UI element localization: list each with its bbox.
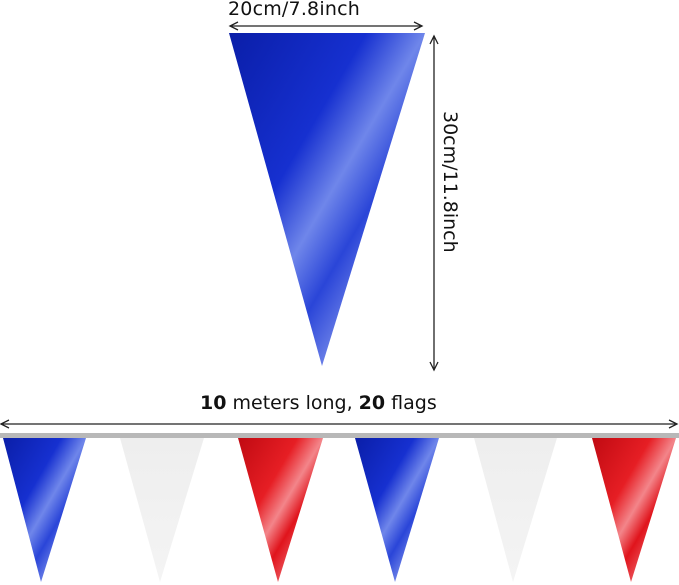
- meters-text: meters long,: [226, 392, 359, 414]
- height-arrow-icon: [429, 34, 439, 372]
- flag-red-2: [592, 438, 676, 582]
- large-blue-flag: [229, 33, 425, 366]
- flag-blue-2: [355, 438, 439, 582]
- length-label: 10 meters long, 20 flags: [200, 392, 437, 414]
- flag-blue-1: [3, 438, 86, 582]
- meters-value: 10: [200, 392, 227, 414]
- width-dimension-label: 20cm/7.8inch: [228, 0, 360, 20]
- flags-value: 20: [358, 392, 386, 414]
- flags-text: flags: [385, 392, 437, 414]
- flag-white-1: [120, 438, 204, 582]
- bunting-string: [0, 433, 679, 438]
- width-arrow-icon: [228, 21, 424, 31]
- flag-white-2: [474, 438, 557, 582]
- flag-red-1: [238, 438, 323, 582]
- length-arrow-icon: [0, 419, 679, 429]
- height-dimension-label: 30cm/11.8inch: [439, 111, 461, 253]
